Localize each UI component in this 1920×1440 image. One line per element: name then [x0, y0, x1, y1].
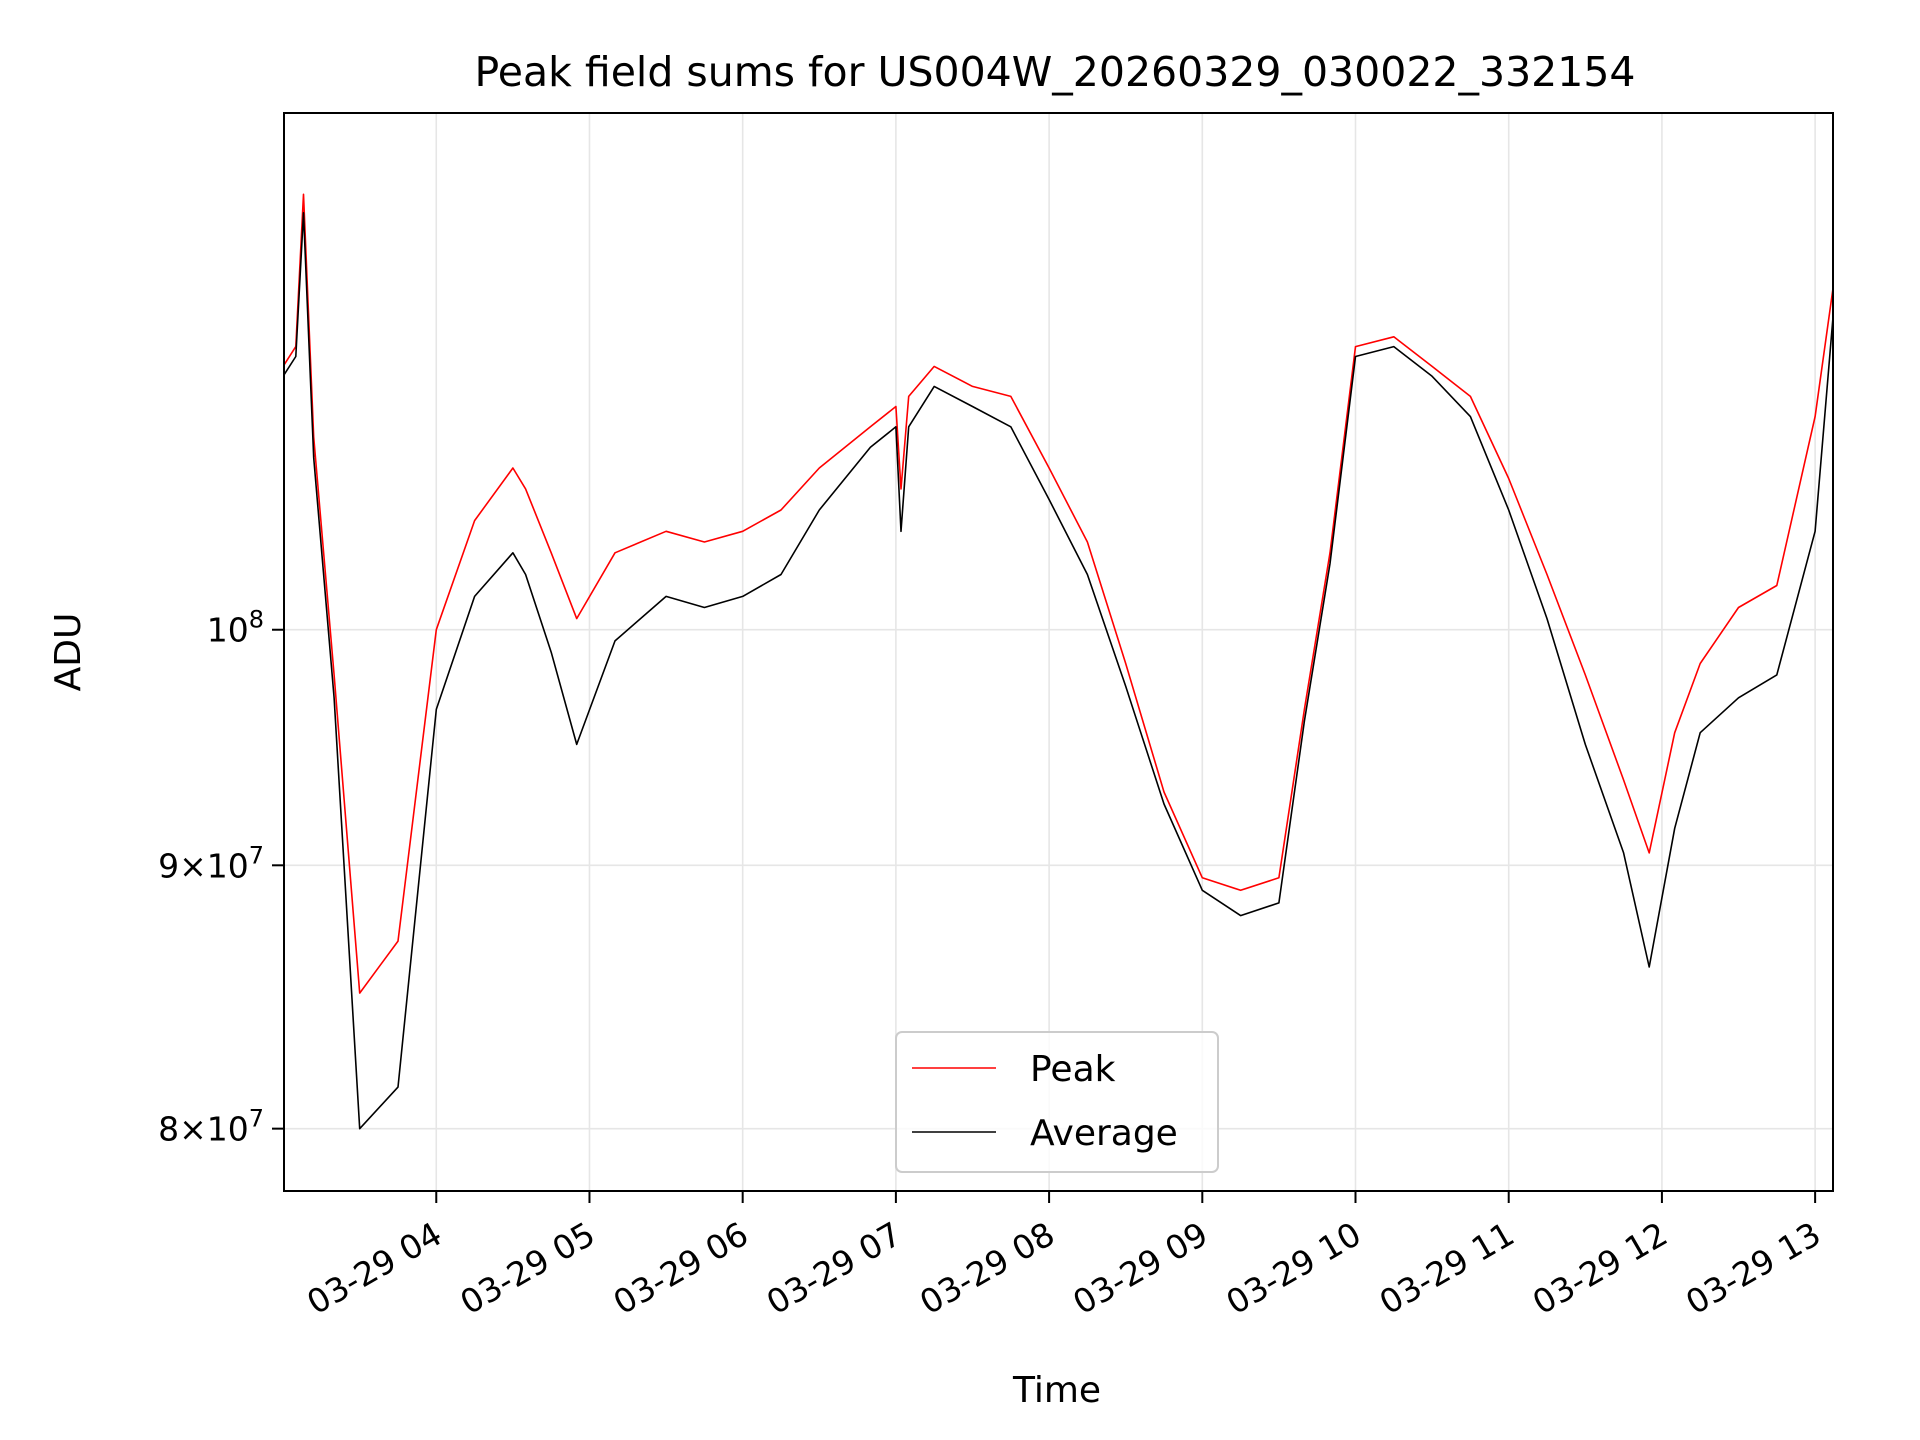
plot-frame: [283, 112, 1834, 1192]
x-axis-label: Time: [1012, 1370, 1101, 1411]
y-tick-base: 10: [207, 1110, 249, 1149]
y-tick-exponent: 8: [249, 606, 264, 634]
series-line-peak: [284, 193, 1833, 994]
y-tick-times: ×: [179, 1110, 207, 1149]
y-tick-exponent: 7: [249, 841, 264, 869]
series-line-average: [284, 212, 1833, 1130]
y-axis-label: ADU: [48, 613, 89, 692]
y-tick-label: 108: [207, 606, 264, 650]
legend-label-average: Average: [1030, 1113, 1178, 1154]
y-tick-label: 8×107: [158, 1105, 264, 1149]
legend-label-peak: Peak: [1030, 1049, 1116, 1090]
legend: Peak Average: [895, 1031, 1219, 1173]
chart-title: Peak field sums for US004W_20260329_0300…: [474, 48, 1635, 96]
y-tick-mantissa: 9: [158, 846, 179, 885]
y-tick-base: 10: [207, 611, 249, 650]
y-tick-exponent: 7: [249, 1105, 264, 1133]
y-tick-times: ×: [179, 846, 207, 885]
y-tick-label: 9×107: [158, 841, 264, 885]
grid-layer: [284, 113, 1833, 1191]
y-tick-mantissa: 8: [158, 1110, 179, 1149]
series-layer: [284, 193, 1833, 1130]
legend-box: [895, 1031, 1219, 1173]
y-tick-base: 10: [207, 846, 249, 885]
